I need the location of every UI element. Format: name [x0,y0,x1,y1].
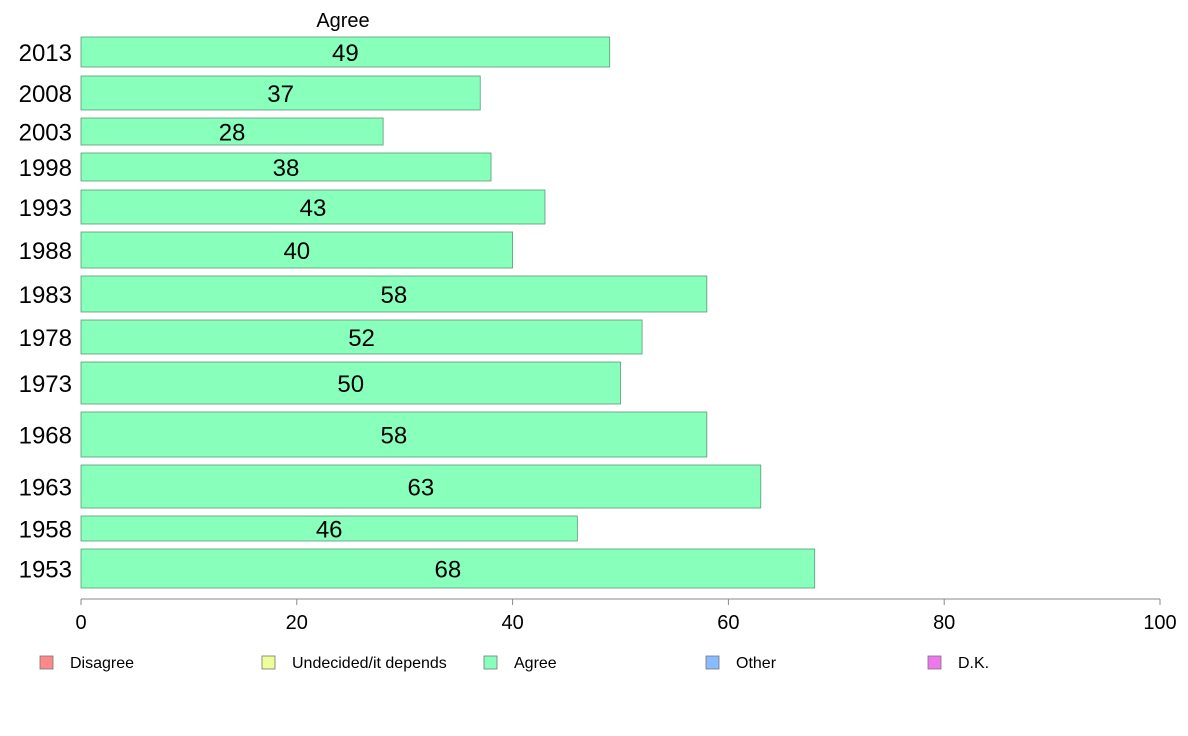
bars-group: 2013 49 2008 37 2003 28 1998 38 1993 43 1988 40 1983… [19,36,816,589]
bar-1963 [80,464,762,509]
category-label-2013: 2013 [19,40,72,67]
legend-label-disagree: Disagree [70,655,134,672]
bar-1993 [80,189,546,225]
column-title: Agree [316,10,369,32]
category-label-1963: 1963 [19,475,72,502]
bar-1978 [80,319,643,355]
value-label-2008: 37 [267,81,294,108]
bar-1983 [80,275,708,313]
bar-2008 [80,75,481,111]
category-label-1988: 1988 [19,238,72,265]
value-label-2013: 49 [332,40,359,67]
category-label-1973: 1973 [19,371,72,398]
x-tick-label-20: 20 [286,612,308,634]
value-label-1978: 52 [348,325,375,352]
bar-2003 [80,117,384,146]
category-label-1958: 1958 [19,517,72,544]
value-label-1973: 50 [337,371,364,398]
category-label-1978: 1978 [19,325,72,352]
category-label-1998: 1998 [19,155,72,182]
x-tick-label-100: 100 [1143,612,1176,634]
category-label-1983: 1983 [19,282,72,309]
legend-label-agree: Agree [514,655,557,672]
value-label-1998: 38 [273,155,300,182]
category-label-2008: 2008 [19,81,72,108]
value-label-1983: 58 [381,282,408,309]
bar-1998 [80,152,492,182]
category-label-1993: 1993 [19,195,72,222]
x-tick-label-0: 0 [75,612,86,634]
bar-1988 [80,231,514,269]
legend-swatch-other [705,655,720,670]
legend-label-undecided-it-depends: Undecided/it depends [292,655,447,672]
value-label-1993: 43 [300,195,327,222]
legend-swatch-d-k [927,655,942,670]
category-label-1968: 1968 [19,423,72,450]
category-label-2003: 2003 [19,120,72,147]
x-tick-label-60: 60 [717,612,739,634]
value-label-1988: 40 [283,238,310,265]
legend-swatch-disagree [39,655,54,670]
value-label-2003: 28 [219,120,246,147]
x-tick-label-80: 80 [933,612,955,634]
legend-label-other: Other [736,655,777,672]
category-label-1953: 1953 [19,557,72,584]
bar-1958 [80,515,578,542]
legend-swatch-agree [483,655,498,670]
legend-label-d-k: D.K. [958,655,989,672]
x-axis: 0 20 40 60 80 100 [75,598,1177,634]
bar-1968 [80,411,708,458]
x-tick-label-40: 40 [501,612,523,634]
value-label-1968: 58 [381,423,408,450]
value-label-1963: 63 [408,475,435,502]
legend: Disagree Undecided/it depends Agree Other D.… [39,655,989,672]
bar-1973 [80,361,621,405]
bar-2013 [80,36,611,68]
value-label-1953: 68 [435,557,462,584]
value-label-1958: 46 [316,517,343,544]
bar-1953 [80,548,816,589]
legend-swatch-undecided-it-depends [261,655,276,670]
